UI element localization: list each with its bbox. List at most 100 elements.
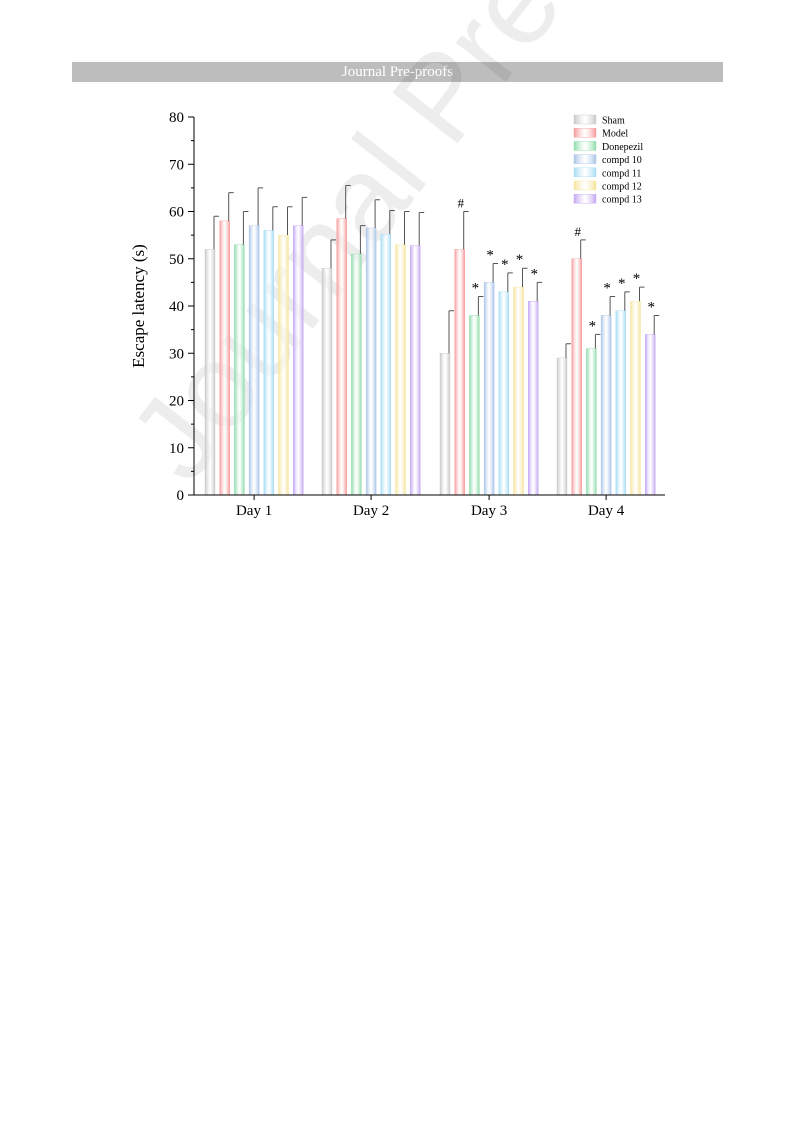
- error-bar: [536, 281, 543, 302]
- error-bar: [609, 296, 616, 316]
- significance-marker: *: [501, 257, 509, 273]
- significance-marker: *: [486, 247, 494, 263]
- legend: Sham Model Donepezil compd 10 compd 11 compd …: [573, 114, 643, 206]
- error-bar: [477, 296, 484, 316]
- legend-label: compd 13: [602, 195, 642, 206]
- x-tick-label: Day 4: [588, 503, 625, 519]
- bar-day-2-compd-12: [395, 244, 406, 496]
- y-tick-label: 80: [169, 110, 184, 126]
- legend-label: compd 11: [602, 168, 641, 179]
- y-tick-label: 40: [169, 299, 184, 315]
- y-ticks-layer: 0 10 20 30 40 50 60 70 80: [169, 110, 194, 504]
- error-bar: [507, 272, 513, 292]
- error-bar: [301, 196, 308, 226]
- bar-day-1-sham: [204, 249, 216, 496]
- legend-swatch: [573, 180, 597, 191]
- legend-label: Donepezil: [602, 142, 643, 153]
- bar-day-3-compd-10: [483, 282, 495, 496]
- error-bar: [624, 291, 630, 311]
- error-bar: [653, 314, 660, 335]
- bar-day-4-compd-10: [600, 315, 612, 496]
- x-tick-label: Day 2: [353, 503, 389, 519]
- error-bar: [580, 239, 586, 259]
- error-bar: [492, 262, 499, 283]
- y-tick-label: 0: [177, 488, 185, 504]
- significance-marker: #: [457, 196, 464, 211]
- legend-swatch: [573, 193, 597, 204]
- error-bar: [374, 199, 381, 229]
- error-bar: [287, 206, 293, 236]
- bar-day-4-model: [571, 258, 582, 496]
- error-bar: [389, 210, 395, 235]
- error-bar: [330, 239, 336, 269]
- bar-day-4-compd-11: [615, 310, 626, 496]
- legend-label: Model: [602, 129, 628, 140]
- legend-label: compd 10: [602, 155, 642, 166]
- error-bar: [257, 187, 264, 226]
- y-axis-label: Escape latency (s): [129, 244, 148, 368]
- bar-day-4-sham: [556, 357, 568, 496]
- bar-day-4-compd-12: [630, 301, 641, 496]
- error-bar: [345, 185, 351, 219]
- legend-label: Sham: [602, 116, 625, 127]
- error-bar: [359, 225, 366, 255]
- y-tick-label: 50: [169, 252, 184, 268]
- bar-day-4-donepezil: [586, 348, 597, 496]
- significance-markers-layer: # * * * * * # * * * * *: [457, 196, 655, 335]
- significance-marker: #: [574, 224, 581, 239]
- error-bar: [228, 192, 234, 221]
- bar-day-2-model: [336, 218, 347, 496]
- error-bar: [242, 211, 249, 245]
- bar-day-1-compd-13: [293, 225, 304, 496]
- bar-day-1-model: [219, 220, 230, 496]
- bar-day-2-donepezil: [351, 253, 362, 496]
- legend-swatch: [573, 167, 597, 178]
- y-tick-label: 60: [169, 205, 184, 221]
- bar-day-2-compd-10: [365, 227, 377, 496]
- bar-day-3-sham: [439, 353, 451, 496]
- bar-day-2-sham: [321, 268, 333, 496]
- error-bar: [213, 215, 219, 250]
- x-tick-label: Day 3: [471, 503, 507, 519]
- legend-swatch: [573, 154, 597, 164]
- error-bar: [418, 211, 425, 246]
- error-bar: [272, 206, 278, 231]
- significance-marker: *: [618, 276, 626, 292]
- error-bar: [448, 310, 454, 354]
- bar-day-4-compd-13: [645, 334, 656, 496]
- legend-swatch: [573, 141, 597, 151]
- significance-marker: *: [633, 271, 641, 287]
- error-bar: [639, 286, 645, 302]
- legend-swatch: [573, 127, 597, 138]
- bars-layer: [204, 218, 656, 496]
- significance-marker: *: [472, 281, 480, 297]
- y-tick-label: 10: [169, 441, 184, 457]
- error-bars-layer: [213, 185, 660, 358]
- bar-day-3-compd-13: [528, 301, 539, 496]
- significance-marker: *: [647, 299, 655, 315]
- bar-day-2-compd-13: [410, 245, 421, 496]
- legend-swatch: [573, 114, 597, 125]
- significance-marker: *: [516, 252, 524, 268]
- bar-day-1-compd-10: [248, 225, 260, 496]
- legend-label: compd 12: [602, 182, 642, 193]
- bar-day-3-compd-12: [513, 286, 524, 496]
- significance-marker: *: [589, 318, 597, 334]
- error-bar: [594, 333, 601, 349]
- significance-marker: *: [603, 281, 611, 297]
- bar-day-1-donepezil: [234, 244, 245, 496]
- y-tick-label: 30: [169, 346, 184, 362]
- bar-day-3-model: [454, 249, 465, 496]
- bar-day-1-compd-12: [278, 234, 289, 496]
- bar-day-3-donepezil: [469, 315, 480, 496]
- x-tick-label: Day 1: [236, 503, 272, 519]
- bar-day-2-compd-11: [380, 233, 391, 496]
- x-ticks-layer: Day 1 Day 2 Day 3 Day 4: [236, 495, 625, 519]
- bar-day-1-compd-11: [263, 230, 274, 496]
- error-bar: [522, 267, 528, 288]
- y-tick-label: 70: [169, 157, 184, 173]
- y-tick-label: 20: [169, 394, 184, 410]
- significance-marker: *: [530, 266, 538, 282]
- error-bar: [404, 211, 410, 245]
